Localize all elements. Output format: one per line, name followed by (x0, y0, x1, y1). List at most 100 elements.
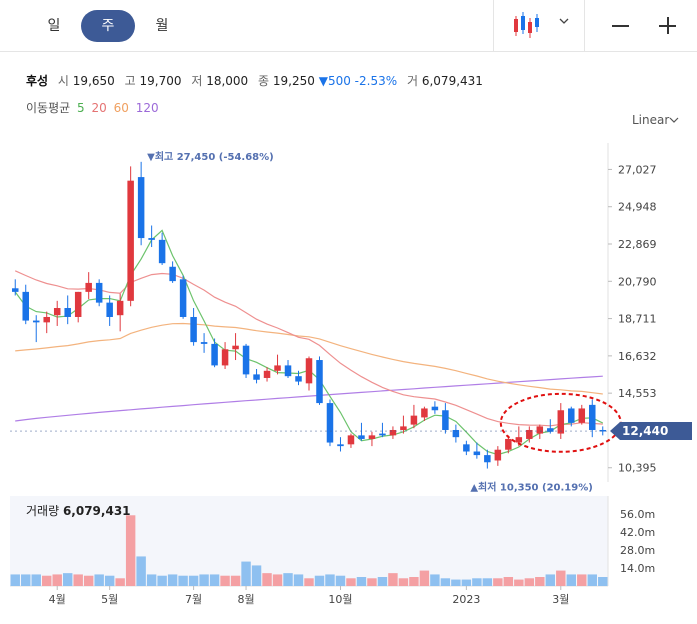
candle (421, 406, 428, 422)
x-tick-label: 5월 (101, 593, 118, 606)
candle (43, 311, 50, 334)
candle-body (473, 451, 481, 456)
candle-body (526, 429, 533, 439)
candle-body (116, 300, 124, 316)
ma20-legend[interactable]: 20 (91, 101, 107, 115)
candle (526, 426, 533, 443)
candle-body (127, 180, 134, 301)
candle-body (442, 410, 449, 430)
max-price-annotation: ▼최고 27,450 (-54.68%) (147, 150, 274, 163)
tab-daily[interactable]: 일 (47, 18, 61, 34)
high-value: 19,700 (139, 74, 182, 88)
candle-body (568, 408, 575, 423)
volume-bar (73, 574, 83, 586)
volume-bar (230, 575, 241, 586)
volume-bar (367, 578, 377, 586)
stock-name: 후성 (26, 74, 49, 88)
candle (85, 272, 92, 300)
candle (64, 295, 71, 325)
candle (221, 342, 229, 369)
volume-bar (556, 570, 566, 586)
volume-bar (577, 574, 587, 586)
candle-body (106, 302, 113, 317)
scale-selector[interactable]: Linear (632, 113, 670, 127)
volume-bar (83, 575, 94, 586)
volume-plot-area (10, 496, 608, 586)
candle-body (547, 428, 554, 432)
candle-body (494, 449, 502, 461)
volume-bar (314, 575, 325, 586)
ma5-legend[interactable]: 5 (77, 101, 85, 115)
candle (589, 399, 596, 438)
volume-bar (167, 574, 178, 586)
volume-bar (209, 574, 220, 586)
tab-monthly[interactable]: 월 (155, 18, 169, 34)
volume-bar (21, 574, 31, 586)
zoom-in-icon-vertical (667, 17, 669, 34)
volume-bar (251, 565, 262, 586)
tab-weekly[interactable]: 주 (81, 10, 135, 42)
close-value: 19,250 (272, 74, 315, 88)
volume-bar (157, 575, 167, 586)
candle-body (316, 360, 323, 404)
ma60-legend[interactable]: 60 (113, 101, 129, 115)
ma120-legend[interactable]: 120 (135, 101, 159, 115)
price-plot-area (10, 143, 608, 482)
volume-bar (94, 574, 104, 586)
candle (494, 446, 502, 466)
candle (263, 367, 271, 382)
candle (379, 422, 386, 438)
x-tick-label: 8월 (237, 593, 254, 606)
toolbar-divider (493, 0, 494, 52)
volume-bar (377, 577, 388, 586)
volume-bar (146, 574, 157, 586)
volume-bar (493, 578, 503, 586)
volume-bar (220, 575, 230, 586)
candle (389, 426, 397, 439)
candle-body (53, 308, 61, 316)
candle (190, 308, 197, 346)
moving-average-legend: 이동평균 5 20 60 120 (26, 99, 159, 116)
toolbar-divider (584, 0, 585, 52)
candle (242, 343, 250, 378)
volume-bar (325, 574, 335, 586)
open-value: 19,650 (72, 74, 115, 88)
volume-bar (419, 570, 430, 586)
candle-body (368, 435, 376, 439)
candle-body (43, 316, 50, 323)
candle (463, 440, 470, 456)
candle (368, 431, 376, 447)
quote-summary: 후성 시 19,650 고 19,700 저 18,000 종 19,250 ▼… (26, 72, 483, 89)
candle (536, 424, 544, 439)
candle (473, 442, 481, 459)
candle-body (452, 429, 460, 438)
candle (95, 279, 103, 307)
volume-bar (535, 577, 545, 586)
candle-body (95, 282, 103, 303)
volume-bar (62, 573, 73, 586)
x-tick-label: 7월 (185, 593, 202, 606)
chart-type-selector[interactable] (494, 0, 584, 52)
volume-bar (10, 574, 20, 586)
volume-bar (115, 578, 125, 586)
candle (316, 356, 323, 405)
candle (599, 426, 607, 436)
candle-body (190, 316, 197, 343)
candle (358, 422, 365, 441)
candle (200, 333, 208, 353)
zoom-out-icon[interactable] (612, 25, 629, 27)
volume-bar (388, 573, 398, 586)
volume-value: 6,079,431 (421, 74, 483, 88)
x-tick-label: 10월 (328, 593, 352, 606)
volume-bar (188, 575, 199, 586)
volume-bar (524, 578, 535, 586)
candle (347, 433, 355, 448)
ma60-line (15, 322, 603, 395)
candle-body (599, 429, 607, 432)
candle-body (536, 426, 544, 434)
candle (137, 161, 145, 246)
close-label: 종 (258, 74, 270, 88)
y-tick-label: 24,948 (618, 201, 657, 214)
candle-body (200, 342, 208, 344)
